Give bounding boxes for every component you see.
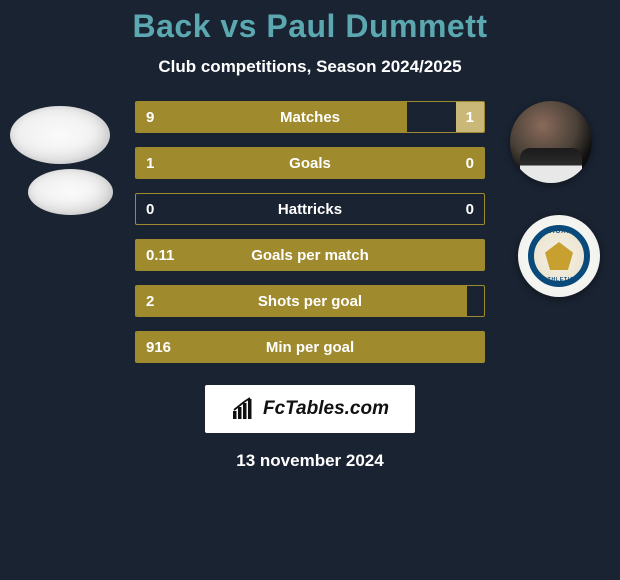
fctables-logo-icon (231, 397, 257, 421)
comparison-container: Back vs Paul Dummett Club competitions, … (0, 0, 620, 580)
stat-right-value: 0 (466, 155, 474, 172)
stat-bars-list: 9Matches11Goals00Hattricks00.11Goals per… (135, 101, 485, 363)
date-label: 13 november 2024 (0, 451, 620, 471)
player-left-avatar-placeholder-2 (28, 169, 113, 215)
crest-text-bottom: ATHLETIC (544, 277, 575, 283)
stat-label: Hattricks (136, 201, 484, 218)
stat-bar: 2Shots per goal (135, 285, 485, 317)
brand-badge: FcTables.com (205, 385, 415, 433)
player-left-avatar-placeholder-1 (10, 106, 110, 164)
stat-label: Shots per goal (136, 293, 484, 310)
player-right-avatar (510, 101, 592, 183)
page-title: Back vs Paul Dummett (0, 8, 620, 45)
subtitle: Club competitions, Season 2024/2025 (0, 57, 620, 77)
club-right-crest: WIGAN ATHLETIC (518, 215, 600, 297)
stat-label: Goals (136, 155, 484, 172)
stat-bar: 9Matches1 (135, 101, 485, 133)
stat-right-value: 0 (466, 201, 474, 218)
brand-text: FcTables.com (263, 398, 389, 420)
crest-text-top: WIGAN (546, 229, 572, 235)
stats-area: WIGAN ATHLETIC 9Matches11Goals00Hattrick… (0, 101, 620, 363)
stat-bar: 0Hattricks0 (135, 193, 485, 225)
stat-bar: 1Goals0 (135, 147, 485, 179)
wigan-crest-icon: WIGAN ATHLETIC (528, 225, 590, 287)
stat-bar: 916Min per goal (135, 331, 485, 363)
stat-label: Goals per match (136, 247, 484, 264)
stat-right-value: 1 (466, 109, 474, 126)
stat-label: Matches (136, 109, 484, 126)
stat-bar: 0.11Goals per match (135, 239, 485, 271)
stat-label: Min per goal (136, 339, 484, 356)
